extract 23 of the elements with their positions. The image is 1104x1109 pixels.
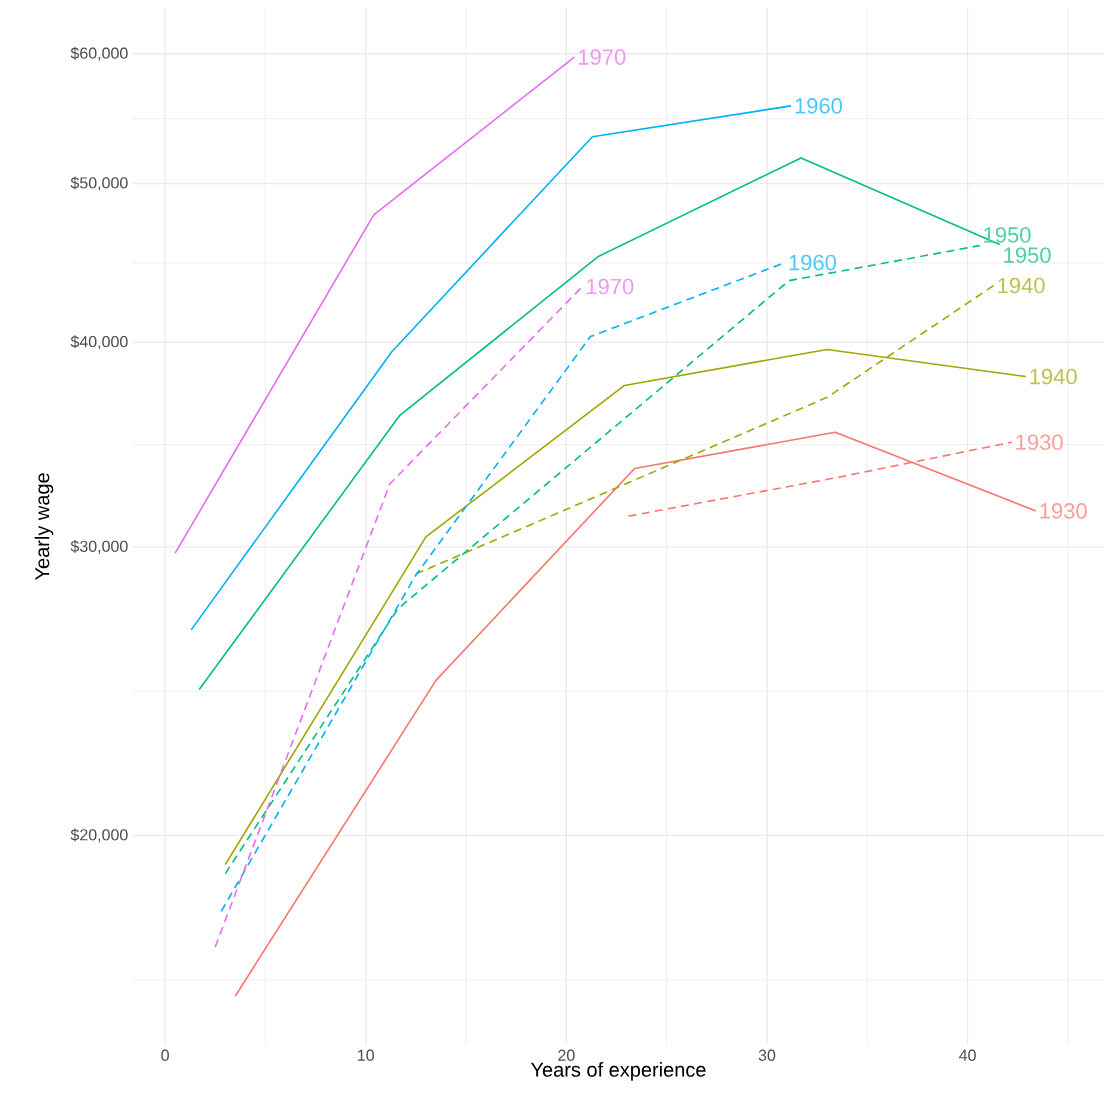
y-tick-label: $60,000 xyxy=(70,46,128,61)
y-tick-label: $30,000 xyxy=(70,540,128,554)
series-label: 1960 xyxy=(789,254,837,271)
x-tick-label: 20 xyxy=(558,1049,575,1061)
series-label: 1950 xyxy=(984,227,1031,243)
series-label: 1950 xyxy=(1004,247,1051,263)
series-label: 1970 xyxy=(587,278,634,295)
y-axis-title: Yearly wage xyxy=(34,473,54,581)
series-label: 1940 xyxy=(998,277,1045,294)
line-series xyxy=(224,244,981,875)
y-tick-label: $20,000 xyxy=(70,828,128,843)
x-tick-label: 10 xyxy=(358,1049,374,1061)
x-tick-label: 40 xyxy=(959,1049,976,1061)
series-label: 1930 xyxy=(1016,434,1063,450)
x-axis-title: Years of experience xyxy=(530,1062,706,1081)
y-tick-label: $50,000 xyxy=(70,176,128,191)
series-label: 1960 xyxy=(795,98,843,114)
y-tick-label: $40,000 xyxy=(70,335,128,350)
x-tick-label: 30 xyxy=(758,1049,776,1061)
x-tick-label: 0 xyxy=(161,1049,169,1061)
series-label: 1940 xyxy=(1030,368,1077,385)
series-label: 1930 xyxy=(1040,503,1087,519)
series-label: 1970 xyxy=(578,49,626,65)
